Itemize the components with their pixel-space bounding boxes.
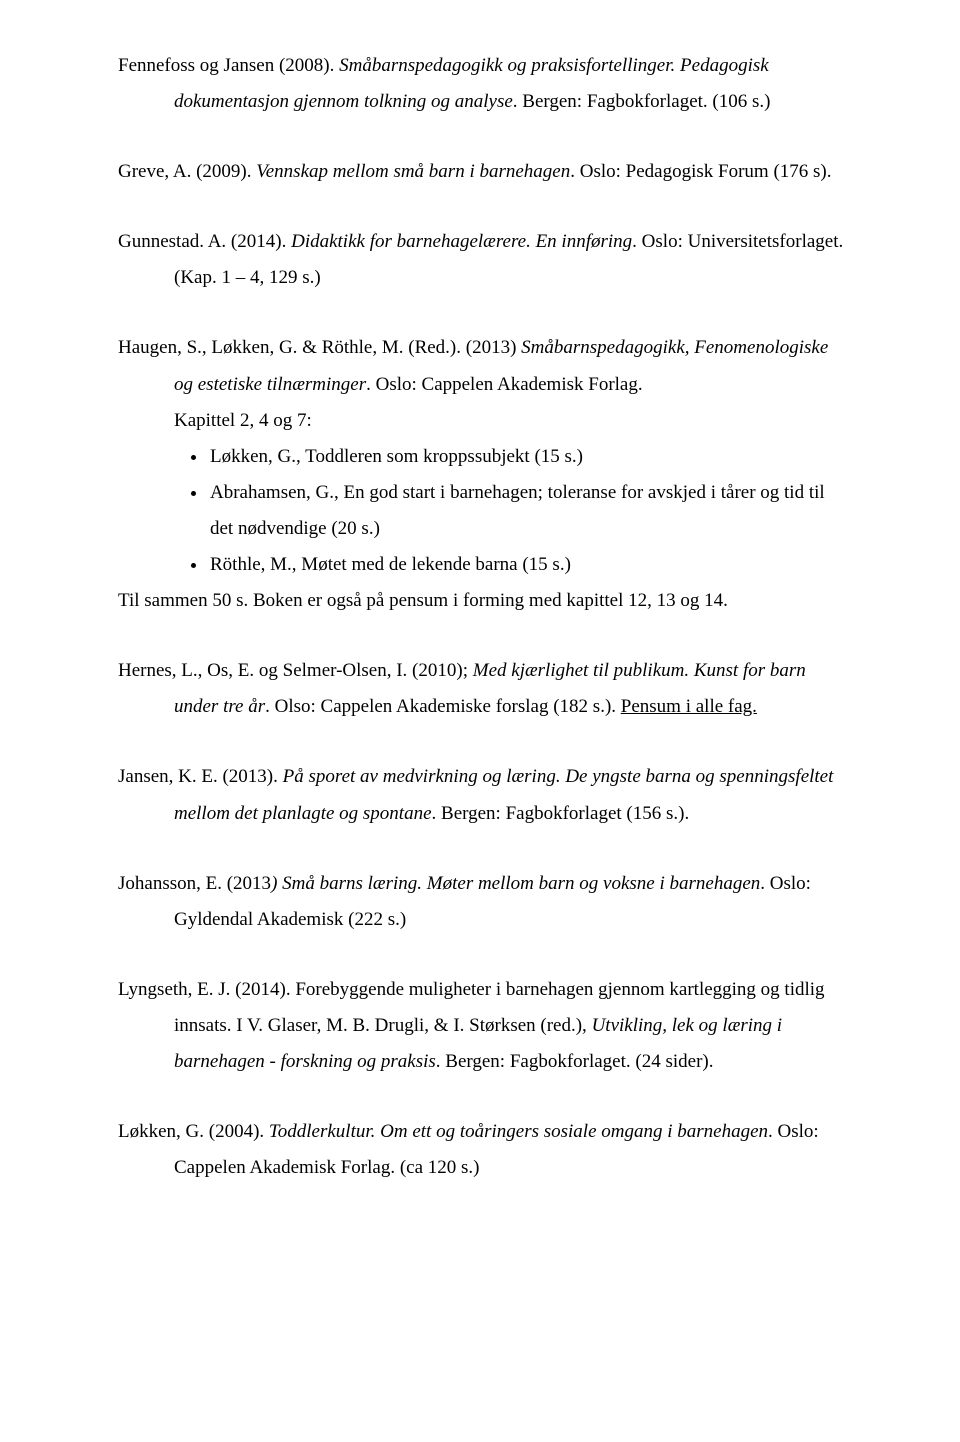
ref-text: Jansen, K. E. (2013). [118, 766, 283, 787]
list-item-text: Løkken, G., Toddleren som kroppssubjekt … [210, 446, 583, 467]
ref-tail: . Bergen: Fagbokforlaget. (24 sider). [436, 1051, 714, 1072]
ref-title: ) Små barns læring. Møter mellom barn og… [271, 873, 760, 894]
ref-text: Løkken, G. (2004). [118, 1121, 269, 1142]
ref-jansen: Jansen, K. E. (2013). På sporet av medvi… [118, 759, 850, 831]
ref-haugen-chapter: Kapittel 2, 4 og 7: [118, 403, 850, 439]
ref-tail: . Bergen: Fagbokforlaget (156 s.). [432, 803, 690, 824]
ref-haugen: Haugen, S., Løkken, G. & Röthle, M. (Red… [118, 330, 850, 402]
ref-tail: . Oslo: Pedagogisk Forum (176 s). [570, 161, 831, 182]
ref-hernes: Hernes, L., Os, E. og Selmer-Olsen, I. (… [118, 653, 850, 725]
list-item: Løkken, G., Toddleren som kroppssubjekt … [208, 439, 850, 475]
after-list-note: Til sammen 50 s. Boken er også på pensum… [118, 583, 850, 619]
ref-note-underline: Pensum i alle fag. [621, 696, 757, 717]
ref-johansson: Johansson, E. (2013) Små barns læring. M… [118, 866, 850, 938]
ref-tail: . Bergen: Fagbokforlaget. (106 s.) [513, 91, 771, 112]
bullet-list: Løkken, G., Toddleren som kroppssubjekt … [118, 439, 850, 583]
ref-text: Gunnestad. A. (2014). [118, 231, 291, 252]
ref-fennefoss-jansen: Fennefoss og Jansen (2008). Småbarnspeda… [118, 48, 850, 120]
ref-text: Haugen, S., Løkken, G. & Röthle, M. (Red… [118, 337, 521, 358]
ref-text: Hernes, L., Os, E. og Selmer-Olsen, I. (… [118, 660, 473, 681]
ref-title: Didaktikk for barnehagelærere. En innfør… [291, 231, 632, 252]
ref-text: Johansson, E. (2013 [118, 873, 271, 894]
ref-lokken: Løkken, G. (2004). Toddlerkultur. Om ett… [118, 1114, 850, 1186]
list-item-text: Abrahamsen, G., En god start i barnehage… [210, 482, 825, 539]
list-item-text: Röthle, M., Møtet med de lekende barna (… [210, 554, 571, 575]
ref-greve: Greve, A. (2009). Vennskap mellom små ba… [118, 154, 850, 190]
list-item: Abrahamsen, G., En god start i barnehage… [208, 475, 850, 547]
ref-haugen-block: Haugen, S., Løkken, G. & Röthle, M. (Red… [118, 330, 850, 438]
ref-tail: . Olso: Cappelen Akademiske forslag (182… [265, 696, 621, 717]
ref-lyngseth: Lyngseth, E. J. (2014). Forebyggende mul… [118, 972, 850, 1080]
ref-gunnestad: Gunnestad. A. (2014). Didaktikk for barn… [118, 224, 850, 296]
ref-text: Greve, A. (2009). [118, 161, 256, 182]
list-item: Röthle, M., Møtet med de lekende barna (… [208, 547, 850, 583]
ref-title: Toddlerkultur. Om ett og toåringers sosi… [269, 1121, 768, 1142]
ref-tail: . Oslo: Cappelen Akademisk Forlag. [366, 374, 643, 395]
ref-title: Vennskap mellom små barn i barnehagen [256, 161, 570, 182]
ref-text: Fennefoss og Jansen (2008). [118, 55, 339, 76]
